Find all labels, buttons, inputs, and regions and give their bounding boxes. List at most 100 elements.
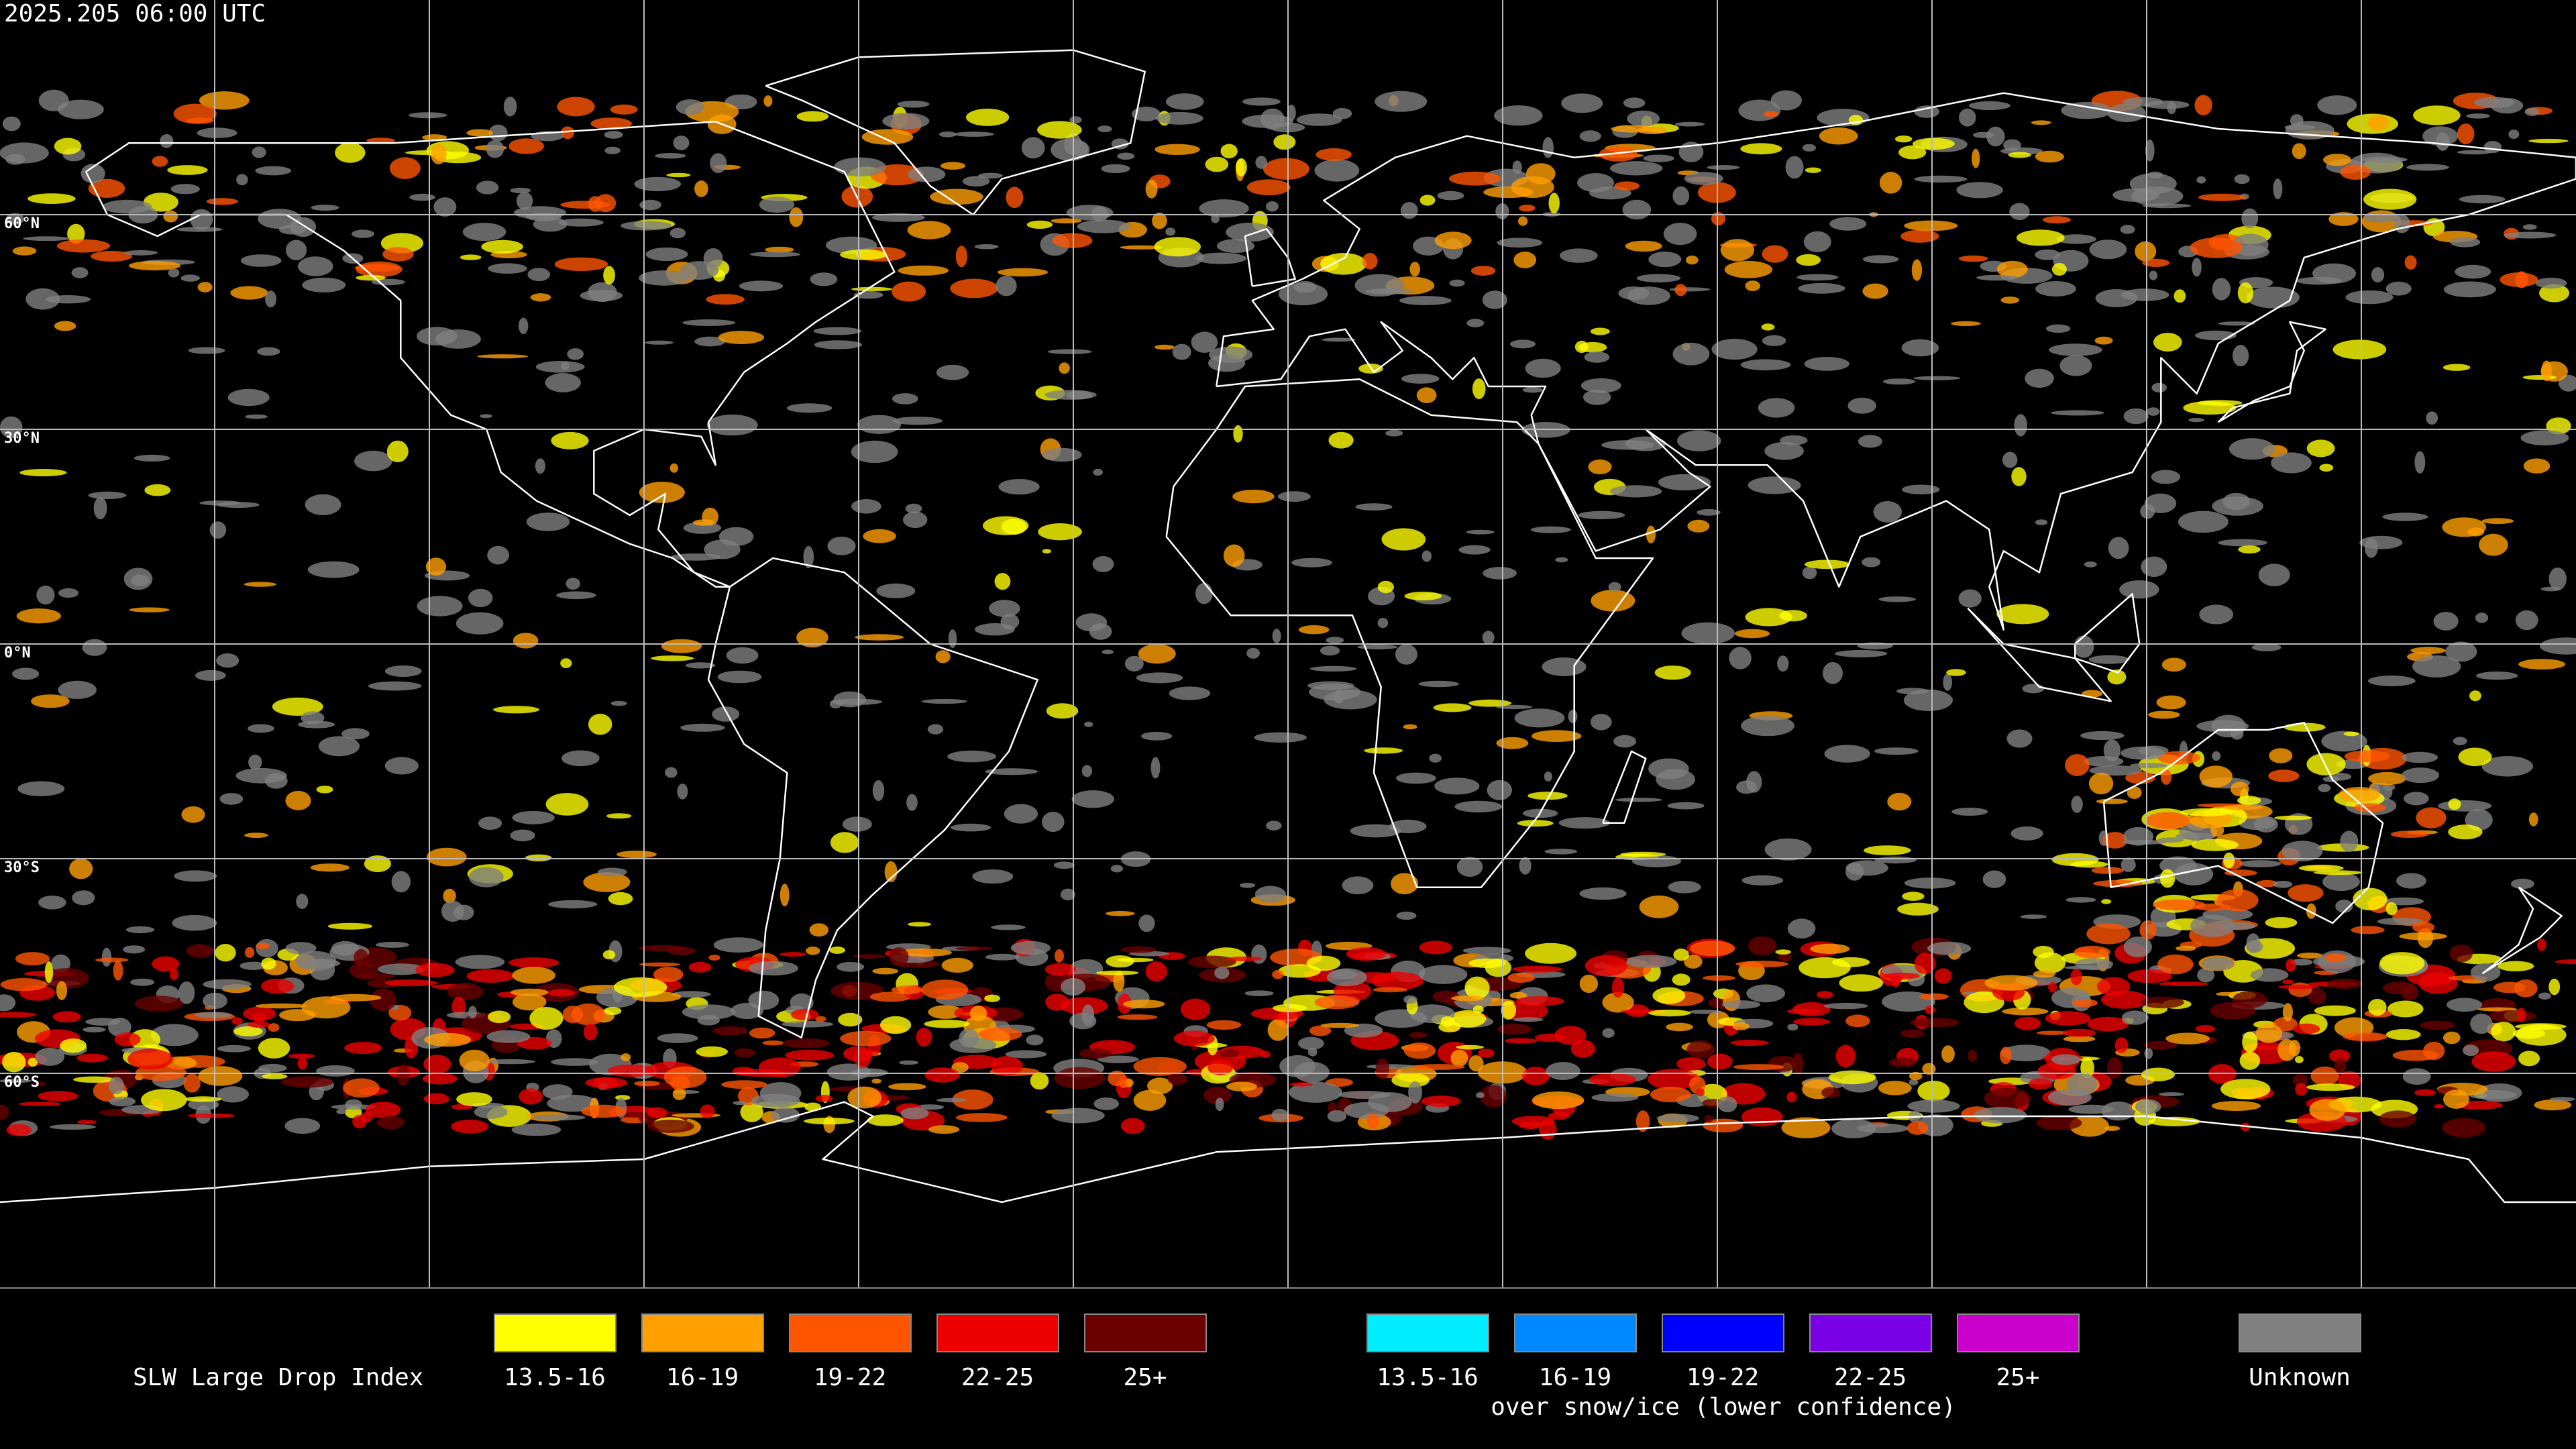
cloud-patch bbox=[2250, 968, 2289, 982]
cloud-patch bbox=[1858, 435, 1882, 448]
cloud-patch bbox=[12, 246, 37, 256]
legend-label: 22-25 bbox=[1834, 1364, 1907, 1391]
cloud-patch bbox=[2443, 364, 2471, 371]
cloud-patch bbox=[1986, 126, 2005, 147]
cloud-patch bbox=[1519, 205, 1536, 212]
cloud-patch bbox=[285, 942, 317, 955]
cloud-patch bbox=[2345, 290, 2394, 305]
cloud-patch bbox=[281, 1076, 333, 1088]
cloud-patch bbox=[1775, 949, 1791, 955]
cloud-patch bbox=[2412, 655, 2461, 678]
cloud-patch bbox=[682, 1004, 736, 1020]
cloud-patch bbox=[2147, 407, 2160, 416]
cloud-patch bbox=[2367, 676, 2416, 686]
cloud-patch bbox=[647, 1107, 667, 1118]
cloud-patch bbox=[2335, 900, 2353, 913]
cloud-patch bbox=[2293, 1023, 2320, 1034]
cloud-patch bbox=[1408, 1081, 1423, 1104]
coastline bbox=[1216, 92, 2576, 631]
cloud-patch bbox=[1166, 93, 1204, 110]
cloud-patch bbox=[2522, 224, 2537, 230]
cloud-patch bbox=[286, 239, 307, 260]
cloud-patch bbox=[2216, 889, 2259, 912]
cloud-patch bbox=[749, 1027, 775, 1039]
cloud-patch bbox=[209, 521, 227, 539]
cloud-patch bbox=[253, 1012, 266, 1022]
cloud-patch bbox=[2108, 537, 2129, 559]
cloud-patch bbox=[1548, 193, 1560, 214]
cloud-patch bbox=[1267, 1018, 1289, 1041]
cloud-patch bbox=[710, 153, 727, 173]
cloud-patch bbox=[481, 239, 523, 254]
cloud-patch bbox=[1273, 1004, 1307, 1013]
cloud-patch bbox=[1454, 800, 1503, 813]
cloud-patch bbox=[255, 166, 292, 176]
cloud-patch bbox=[1914, 105, 1939, 118]
cloud-patch bbox=[891, 985, 922, 995]
cloud-patch bbox=[2135, 241, 2157, 262]
legend-title: SLW Large Drop Index bbox=[133, 1364, 423, 1391]
cloud-patch bbox=[371, 278, 405, 286]
cloud-patch bbox=[1654, 665, 1691, 680]
cloud-patch bbox=[1802, 144, 1816, 152]
cloud-patch bbox=[1648, 1010, 1691, 1017]
cloud-patch bbox=[1673, 949, 1689, 961]
cloud-patch bbox=[2420, 1020, 2455, 1030]
cloud-patch bbox=[2149, 1116, 2200, 1126]
cloud-patch bbox=[262, 1073, 288, 1079]
cloud-patch bbox=[1494, 105, 1543, 126]
cloud-patch bbox=[645, 340, 674, 345]
cloud-patch bbox=[950, 823, 991, 832]
cloud-patch bbox=[1373, 987, 1407, 993]
cloud-patch bbox=[2065, 754, 2090, 776]
cloud-patch bbox=[1092, 555, 1114, 572]
cloud-patch bbox=[1468, 699, 1512, 707]
cloud-patch bbox=[928, 1125, 960, 1134]
cloud-patch bbox=[2367, 115, 2390, 131]
cloud-patch bbox=[2167, 101, 2176, 115]
cloud-patch bbox=[67, 223, 85, 244]
cloud-patch bbox=[344, 1042, 382, 1055]
cloud-patch bbox=[717, 670, 762, 684]
cloud-patch bbox=[167, 165, 208, 175]
cloud-patch bbox=[82, 639, 107, 656]
cloud-patch bbox=[1591, 1093, 1639, 1102]
cloud-patch bbox=[2000, 297, 2019, 304]
cloud-patch bbox=[451, 1119, 489, 1134]
cloud-patch bbox=[422, 134, 447, 141]
cloud-patch bbox=[1145, 961, 1167, 981]
cloud-patch bbox=[296, 894, 309, 909]
cloud-patch bbox=[2035, 519, 2048, 525]
cloud-patch bbox=[2255, 1024, 2283, 1043]
cloud-patch bbox=[1416, 387, 1437, 404]
cloud-patch bbox=[1909, 1018, 1960, 1028]
cloud-patch bbox=[1419, 965, 1468, 984]
cloud-patch bbox=[940, 162, 966, 170]
cloud-patch bbox=[1350, 824, 1401, 838]
cloud-patch bbox=[1046, 703, 1079, 719]
cloud-patch bbox=[2048, 981, 2057, 993]
cloud-patch bbox=[621, 1053, 631, 1061]
cloud-patch bbox=[1102, 649, 1114, 655]
cloud-patch bbox=[1623, 97, 1646, 109]
cloud-patch bbox=[285, 790, 311, 810]
cloud-patch bbox=[1568, 709, 1578, 724]
legend-swatch bbox=[641, 1313, 764, 1352]
cloud-patch bbox=[2327, 978, 2363, 989]
cloud-patch bbox=[352, 229, 375, 238]
cloud-patch bbox=[1878, 1081, 1912, 1095]
cloud-patch bbox=[838, 1012, 863, 1027]
cloud-patch bbox=[60, 1038, 87, 1053]
legend-swatch bbox=[936, 1313, 1059, 1352]
cloud-patch bbox=[780, 883, 790, 906]
cloud-patch bbox=[186, 944, 215, 958]
cloud-patch bbox=[672, 1088, 686, 1100]
cloud-patch bbox=[0, 994, 16, 1012]
cloud-patch bbox=[639, 482, 685, 503]
legend-swatch bbox=[494, 1313, 616, 1352]
cloud-patch bbox=[1690, 941, 1735, 957]
cloud-patch bbox=[2000, 1046, 2012, 1065]
cloud-patch bbox=[2490, 98, 2524, 114]
cloud-patch bbox=[1786, 1091, 1797, 1103]
cloud-patch bbox=[261, 957, 276, 970]
